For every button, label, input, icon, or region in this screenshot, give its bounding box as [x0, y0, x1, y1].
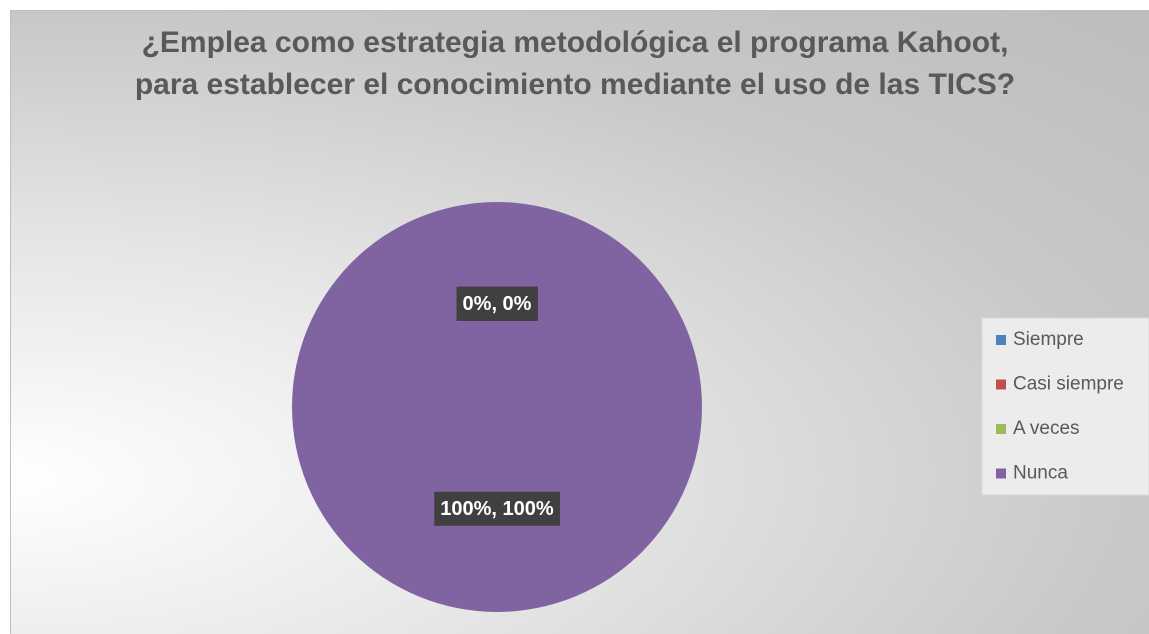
data-label-box	[456, 286, 538, 321]
chart-title: ¿Emplea como estrategia metodológica el …	[134, 26, 1016, 101]
legend-swatch	[996, 468, 1006, 479]
legend-label: Nunca	[1013, 463, 1068, 484]
legend-label: Casi siempre	[1013, 374, 1124, 395]
legend-label: A veces	[1013, 418, 1080, 439]
legend-swatch	[996, 335, 1006, 345]
data-label: 0%, 0%	[463, 293, 532, 315]
legend-box	[981, 317, 1149, 496]
data-label: 100%, 100%	[440, 498, 554, 520]
legend-swatch	[996, 379, 1006, 390]
data-label-box	[434, 491, 560, 526]
legend-swatch	[996, 424, 1006, 434]
pie-slice	[292, 202, 702, 612]
legend-label: Siempre	[1013, 329, 1084, 350]
